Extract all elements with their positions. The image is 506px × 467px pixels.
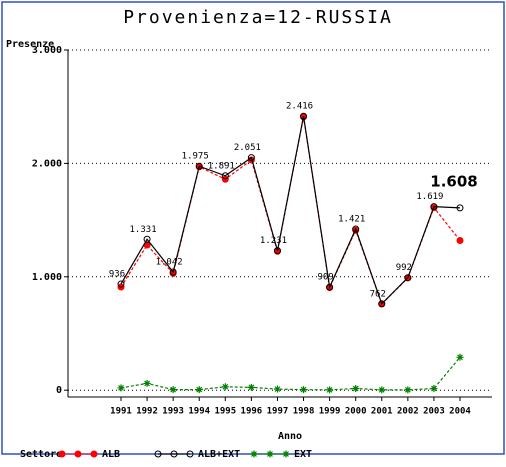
x-tick-label: 2003 xyxy=(423,407,445,417)
x-tick-label: 2002 xyxy=(397,407,419,417)
point xyxy=(352,225,360,233)
x-tick-label: 2000 xyxy=(345,407,367,417)
point xyxy=(117,384,125,392)
data-label: 1.891 xyxy=(208,161,235,171)
legend-marker xyxy=(74,450,82,458)
point xyxy=(221,172,229,180)
x-tick-label: 1996 xyxy=(241,407,263,417)
point xyxy=(404,274,412,282)
data-label: 1.331 xyxy=(130,225,157,235)
data-label: 1.619 xyxy=(416,192,443,202)
legend-label: ALB+EXT xyxy=(198,449,240,460)
legend-marker xyxy=(186,450,194,458)
x-tick-label: 2004 xyxy=(449,407,471,417)
point xyxy=(143,379,151,387)
legend-label: ALB xyxy=(102,449,120,460)
point xyxy=(456,204,464,212)
legend-marker xyxy=(90,450,98,458)
point xyxy=(404,386,412,394)
data-label: 1.975 xyxy=(182,152,209,162)
point xyxy=(169,268,177,276)
series-line xyxy=(120,116,461,305)
legend-title: Settore xyxy=(20,449,62,460)
y-tick-label: 0 xyxy=(56,385,62,396)
x-tick-label: 1999 xyxy=(319,407,341,417)
point xyxy=(300,386,308,394)
x-tick-label: 1997 xyxy=(267,407,289,417)
point xyxy=(247,383,255,391)
data-label: 1.042 xyxy=(156,258,183,268)
data-label: 1.231 xyxy=(260,236,287,246)
point xyxy=(247,154,255,162)
point xyxy=(221,383,229,391)
chart-title: Provenienza=12-RUSSIA xyxy=(123,7,393,28)
legend-marker xyxy=(170,450,178,458)
point xyxy=(378,386,386,394)
x-tick-label: 2001 xyxy=(371,407,393,417)
data-label: 762 xyxy=(370,289,386,299)
x-tick-label: 1998 xyxy=(293,407,315,417)
y-tick-label: 1.000 xyxy=(32,272,62,283)
point xyxy=(143,235,151,243)
point xyxy=(273,247,281,255)
y-axis-label: Presenze xyxy=(6,39,54,50)
legend-label: EXT xyxy=(294,449,312,460)
legend-marker xyxy=(154,450,162,458)
point xyxy=(456,353,464,361)
y-tick-label: 3.000 xyxy=(32,45,62,56)
point xyxy=(273,385,281,393)
legend-marker xyxy=(250,450,258,458)
y-tick-label: 2.000 xyxy=(32,158,62,169)
data-label: 2.416 xyxy=(286,102,313,112)
point xyxy=(430,384,438,392)
data-label: 936 xyxy=(109,270,125,280)
point xyxy=(300,112,308,120)
point xyxy=(169,386,177,394)
legend-marker xyxy=(58,450,66,458)
point xyxy=(326,283,334,291)
x-tick-label: 1992 xyxy=(136,407,158,417)
point xyxy=(117,280,125,288)
point xyxy=(195,386,203,394)
legend-marker xyxy=(282,450,290,458)
point xyxy=(352,384,360,392)
data-label: 992 xyxy=(396,263,412,273)
point xyxy=(456,237,464,245)
data-label: 2.051 xyxy=(234,143,261,153)
x-axis-label: Anno xyxy=(278,431,302,442)
series-line xyxy=(120,356,461,391)
legend-marker xyxy=(266,450,274,458)
x-tick-label: 1995 xyxy=(214,407,236,417)
point xyxy=(378,300,386,308)
x-tick-label: 1993 xyxy=(162,407,184,417)
point xyxy=(326,386,334,394)
x-tick-label: 1994 xyxy=(188,407,210,417)
data-label: 1.421 xyxy=(338,215,365,225)
highlight-label: 1.608 xyxy=(430,172,477,190)
x-tick-label: 1991 xyxy=(110,407,132,417)
point xyxy=(195,162,203,170)
point xyxy=(430,203,438,211)
data-label: 909 xyxy=(317,273,333,283)
